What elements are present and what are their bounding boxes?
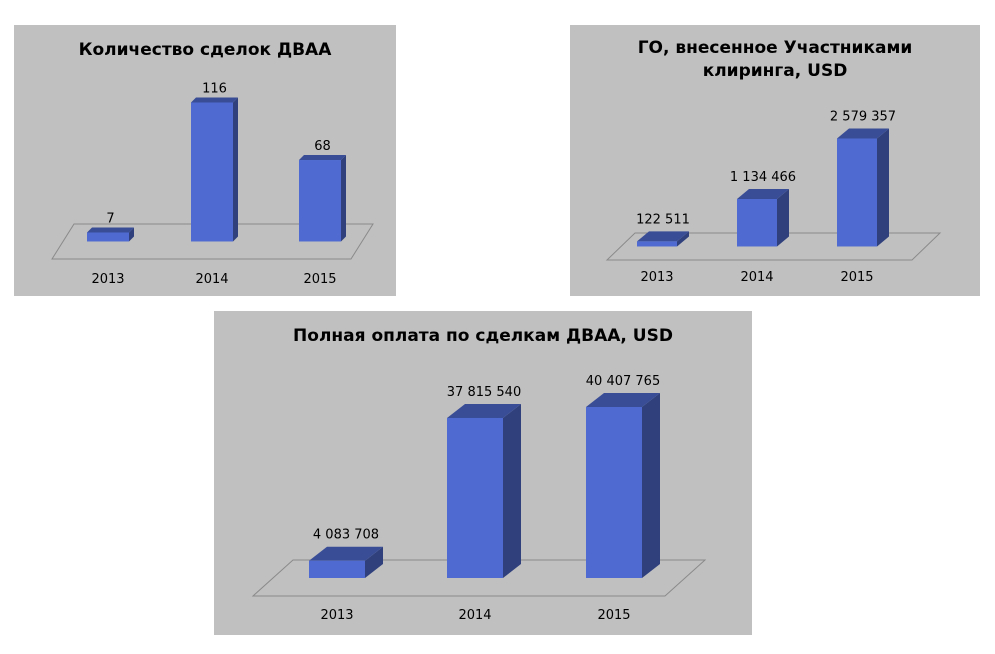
floor-plane (605, 232, 942, 261)
bar-2013 (309, 546, 383, 578)
floor-plane (51, 223, 374, 260)
bar-2015 (837, 128, 889, 247)
data-label-2013: 4 083 708 (313, 528, 379, 543)
chart-margin: 122 511 2013 1 134 466 2014 2 579 357 2015 (605, 110, 942, 285)
tick-label-2014: 2014 (458, 608, 491, 623)
bar-2014 (447, 403, 521, 578)
data-label-2014: 116 (202, 82, 227, 97)
tick-label-2015: 2015 (597, 608, 630, 623)
chart-panel-full-payment: Полная оплата по сделкам ДВАА, USD 4 083… (214, 311, 752, 635)
tick-label-2013: 2013 (320, 608, 353, 623)
data-label-2014: 37 815 540 (447, 385, 521, 400)
chart-full-payment: 4 083 708 2013 37 815 540 2014 40 407 765 201… (251, 374, 707, 623)
data-label-2013: 122 511 (636, 212, 690, 227)
bar-2014 (191, 97, 238, 242)
tick-label-2015: 2015 (303, 272, 336, 287)
tick-label-2014: 2014 (740, 270, 773, 285)
tick-label-2015: 2015 (840, 270, 873, 285)
chart-deals-count: 7 2013 116 2014 68 2015 (51, 82, 374, 287)
data-label-2014: 1 134 466 (730, 170, 796, 185)
tick-label-2013: 2013 (640, 270, 673, 285)
bar-2015 (586, 393, 660, 578)
bar-2015 (299, 155, 346, 242)
data-label-2015: 68 (314, 139, 331, 154)
bar-2013 (87, 227, 134, 242)
tick-label-2013: 2013 (91, 272, 124, 287)
chart-title-line-2: клиринга, USD (702, 61, 848, 81)
chart-panel-deals-count: Количество сделок ДВАА 7 2013 116 2014 68 201… (14, 25, 396, 296)
chart-title-line-1: ГО, внесенное Участниками (637, 38, 913, 58)
chart-title: Количество сделок ДВАА (78, 40, 332, 60)
data-label-2015: 40 407 765 (586, 374, 660, 389)
bar-2014 (737, 188, 789, 247)
chart-title: Полная оплата по сделкам ДВАА, USD (293, 326, 673, 346)
chart-panel-margin: ГО, внесенное Участниками клиринга, USD … (570, 25, 980, 296)
floor-plane (251, 559, 707, 597)
tick-label-2014: 2014 (195, 272, 228, 287)
chart-title: ГО, внесенное Участниками клиринга, USD (570, 37, 980, 83)
data-label-2015: 2 579 357 (830, 110, 896, 125)
bar-2013 (637, 231, 689, 247)
data-label-2013: 7 (106, 212, 114, 227)
